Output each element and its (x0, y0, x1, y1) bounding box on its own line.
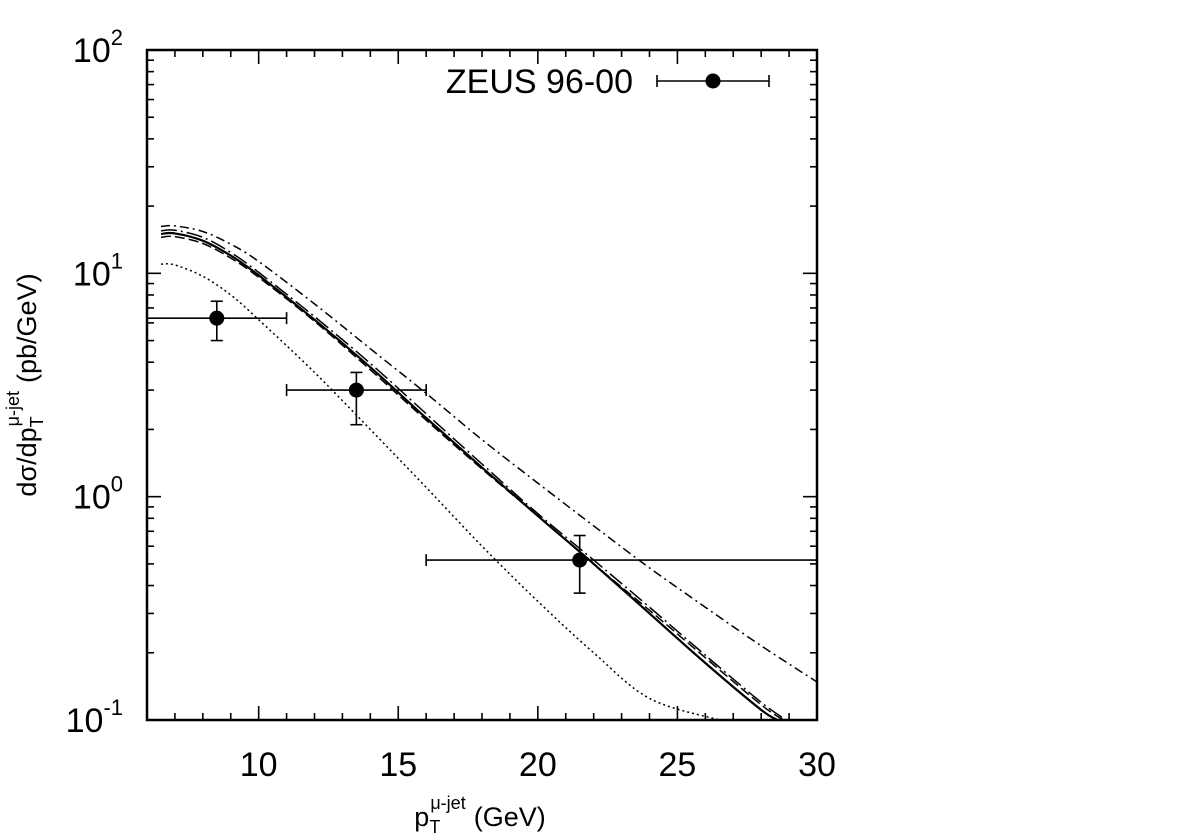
x-axis-label: pTμ-jet (GeV) (414, 793, 545, 837)
legend-marker (705, 73, 721, 89)
theory-curve-long-dash-dot (160, 229, 787, 721)
data-point (209, 310, 225, 326)
theory-curve-dash-dot (160, 224, 818, 683)
y-axis-ticks: 102 101 100 10-1 (66, 25, 817, 740)
legend-label: ZEUS 96-00 (446, 63, 633, 101)
x-tick-label: 25 (659, 746, 697, 784)
x-tick-label: 10 (240, 746, 278, 784)
x-tick-label: 30 (798, 746, 836, 784)
plot-frame (145, 48, 819, 722)
y-tick-label: 100 (73, 472, 123, 517)
x-tick-label: 15 (379, 746, 417, 784)
data-point (572, 552, 588, 568)
y-tick-label: 102 (73, 25, 123, 70)
x-axis-ticks: 10 15 20 25 30 (174, 50, 836, 784)
y-tick-label: 10-1 (66, 695, 123, 740)
theory-curve-dotted (160, 263, 720, 721)
y-tick-label: 101 (73, 248, 123, 293)
data-point (348, 382, 364, 398)
data-points (146, 300, 818, 594)
theory-curve-dashed (160, 235, 784, 721)
theory-curve-solid (160, 231, 779, 721)
x-tick-label: 20 (519, 746, 557, 784)
legend: ZEUS 96-00 (446, 63, 770, 101)
y-axis-label: dσ/dpTμ-jet(pb/GeV) (3, 273, 47, 496)
theory-curves (160, 224, 818, 721)
